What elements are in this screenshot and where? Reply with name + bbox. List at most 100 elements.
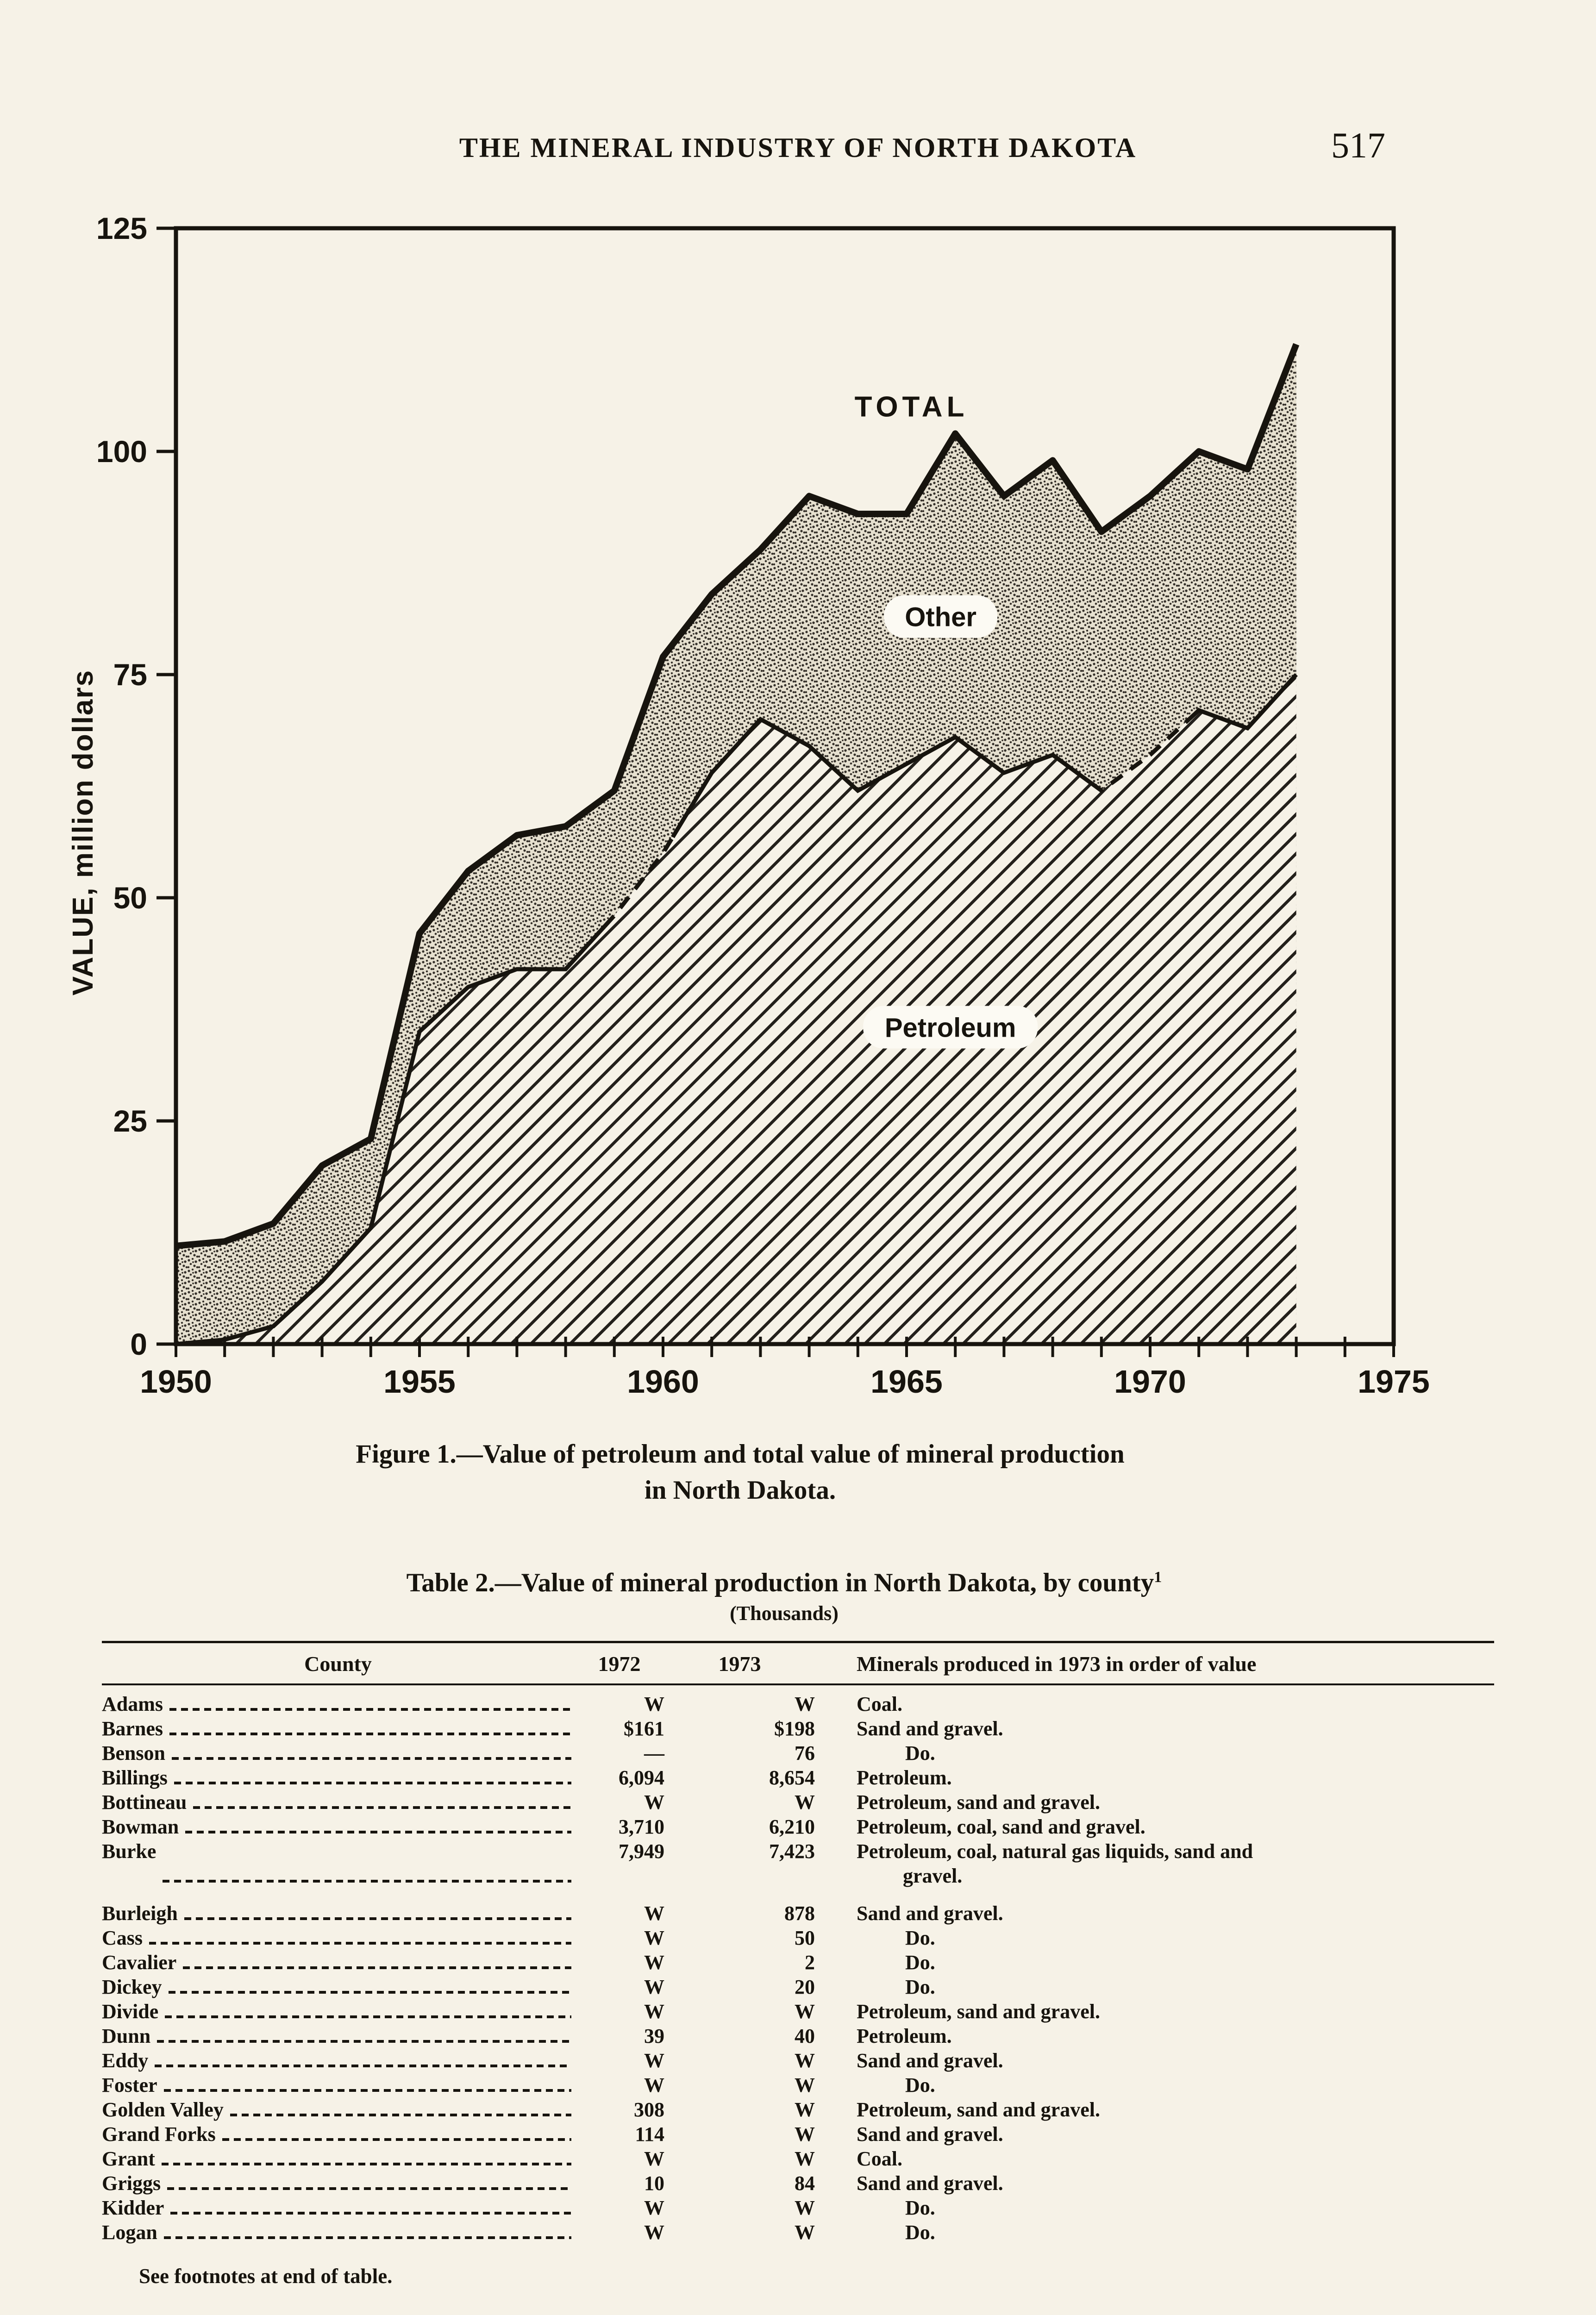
value-1973: 40 [795, 2025, 815, 2047]
y-tick-label: 100 [96, 434, 147, 469]
county-name: Kidder [102, 2196, 164, 2219]
minerals-cell: Petroleum, coal, sand and gravel. [857, 1815, 1145, 1838]
county-cell: Barnes [102, 1716, 574, 1741]
minerals-cell: Petroleum, sand and gravel. [857, 2000, 1100, 2023]
value-1972: $161 [624, 1717, 664, 1740]
table-row: Foster W W Do. [102, 2073, 1494, 2097]
value-1972: W [644, 2074, 664, 2096]
value-1973: 76 [795, 1742, 815, 1764]
county-name: Bowman [102, 1815, 179, 1838]
x-tick-label: 1970 [1114, 1364, 1186, 1400]
y-tick-label: 25 [113, 1104, 147, 1138]
minerals-cell: Petroleum. [857, 2025, 952, 2047]
dot-leader [168, 1991, 571, 1994]
county-name: Logan [102, 2221, 157, 2244]
county-name: Divide [102, 2000, 159, 2023]
minerals-cell: Sand and gravel. [857, 1717, 1003, 1740]
county-name: Cass [102, 1927, 143, 1949]
petroleum-line [1188, 673, 1298, 731]
minerals-cell: Sand and gravel. [857, 2123, 1003, 2146]
table-row: Cass W 50 Do. [102, 1926, 1494, 1950]
page-number: 517 [1331, 125, 1385, 165]
dot-leader [185, 1831, 571, 1833]
minerals-cell: Coal. [857, 1693, 902, 1715]
value-1973: 2 [805, 1951, 815, 1974]
petroleum-line [1090, 718, 1191, 794]
value-1972: W [644, 2000, 664, 2023]
value-1972: 10 [644, 2172, 664, 2195]
county-name: Eddy [102, 2049, 149, 2072]
x-tick-label: 1975 [1358, 1364, 1430, 1400]
county-cell: Grant [102, 2146, 574, 2171]
minerals-cell: Do. [905, 1951, 935, 1974]
value-1973: $198 [774, 1717, 815, 1740]
other-label-background [884, 595, 998, 638]
county-cell: Cavalier [102, 1950, 574, 1975]
table-row: Golden Valley 308 W Petroleum, sand and gra… [102, 2097, 1494, 2122]
table-header-rule [102, 1683, 1494, 1685]
table-title: Table 2.—Value of mineral production in … [102, 1568, 1466, 1598]
county-cell: Bottineau [102, 1790, 574, 1814]
value-1972: 6,094 [619, 1766, 664, 1789]
value-1972: 39 [644, 2025, 664, 2047]
minerals-cell: Do. [905, 2196, 935, 2219]
dot-leader [163, 2236, 571, 2239]
county-name: Billings [102, 1766, 168, 1789]
figure-1: 0 25 50 75 100 125 VALUE, million dollars 1950 1… [28, 211, 1494, 1430]
dot-leader [155, 2065, 571, 2067]
dot-leader [163, 1880, 571, 1883]
value-1972: W [644, 2049, 664, 2072]
county-cell: Dunn [102, 2024, 574, 2048]
table-2: County 1972 1973 Minerals produced in 19… [102, 1641, 1494, 2288]
county-cell: Logan [102, 2220, 574, 2245]
value-1973: 6,210 [769, 1815, 815, 1838]
county-cell: Divide [102, 1999, 574, 2024]
dot-leader [171, 1757, 571, 1760]
dot-leader [170, 2212, 571, 2215]
other-label: Other [905, 602, 976, 632]
value-1973: W [795, 2196, 815, 2219]
figure-caption-line-1: Figure 1.—Value of petroleum and total v… [356, 1439, 1125, 1469]
value-1972: 114 [635, 2123, 664, 2146]
county-name: Cavalier [102, 1951, 177, 1974]
value-1972: 7,949 [619, 1840, 664, 1863]
minerals-cell: Do. [905, 1742, 935, 1764]
county-cell: Griggs [102, 2171, 574, 2196]
petroleum-label: Petroleum [885, 1013, 1016, 1043]
county-name: Barnes [102, 1717, 163, 1740]
county-name: Foster [102, 2074, 157, 2096]
page-header: THE MINERAL INDUSTRY OF NORTH DAKOTA 517 [102, 125, 1494, 174]
table-row: Benson — 76 Do. [102, 1741, 1494, 1765]
dot-leader [165, 2015, 571, 2018]
value-1973: W [795, 2221, 815, 2244]
col-header-county: County [304, 1652, 372, 1676]
minerals-cell: Sand and gravel. [857, 1902, 1003, 1925]
total-line [175, 343, 1300, 1249]
table-body: Adams W W Coal. Barnes $161 $198 Sand and grave… [102, 1685, 1494, 2245]
table-row: Dickey W 20 Do. [102, 1975, 1494, 1999]
value-1972: W [644, 1951, 664, 1974]
table-row: Burleigh W 878 Sand and gravel. [102, 1901, 1494, 1926]
value-1972: W [644, 1693, 664, 1715]
minerals-cell: Sand and gravel. [857, 2172, 1003, 2195]
value-1972: 3,710 [619, 1815, 664, 1838]
value-1973: 84 [795, 2172, 815, 2195]
county-name: Dunn [102, 2025, 151, 2047]
minerals-cell: Petroleum. [857, 1766, 952, 1789]
dot-leader [169, 1708, 571, 1711]
value-1972: W [644, 2221, 664, 2244]
county-name: Dickey [102, 1976, 162, 1998]
county-cell: Eddy [102, 2048, 574, 2073]
table-row: Divide W W Petroleum, sand and gravel. [102, 1999, 1494, 2024]
minerals-cell: Petroleum, sand and gravel. [857, 1791, 1100, 1814]
county-cell: Burleigh [102, 1901, 574, 1926]
plot-border [174, 226, 1396, 1346]
county-name: Griggs [102, 2172, 161, 2195]
minerals-cell: Petroleum, coal, natural gas liquids, sa… [857, 1840, 1253, 1887]
county-cell: Kidder [102, 2196, 574, 2220]
minerals-cell: Do. [905, 2074, 935, 2096]
dot-leader [174, 1782, 571, 1784]
value-1972: — [644, 1742, 664, 1764]
value-1973: W [795, 1791, 815, 1814]
